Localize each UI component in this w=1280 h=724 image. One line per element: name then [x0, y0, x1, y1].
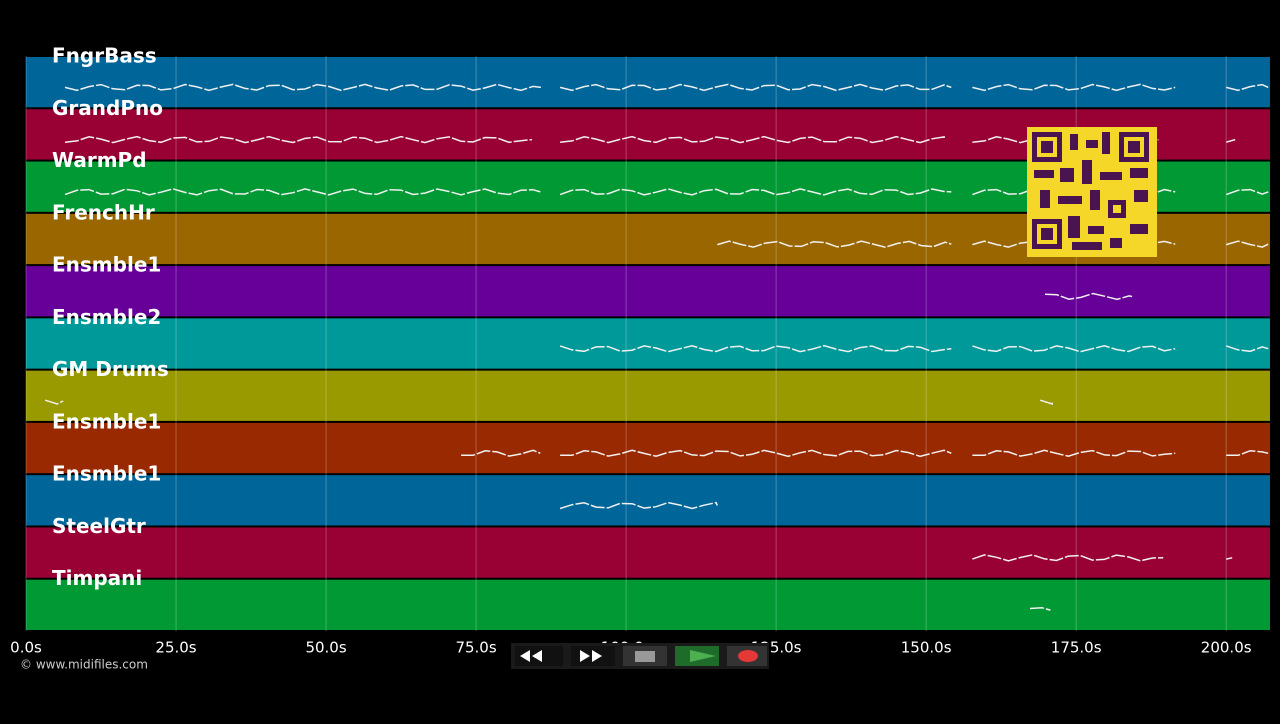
- x-tick-label: 50.0s: [305, 639, 346, 657]
- track-name: Ensmble1: [52, 462, 161, 486]
- x-tick-label: 150.0s: [901, 639, 952, 657]
- track-name: GrandPno: [52, 96, 163, 120]
- note-run: [972, 449, 1176, 457]
- note-run: [64, 83, 541, 92]
- track-name: SteelGtr: [52, 514, 146, 538]
- note-run: [64, 188, 541, 196]
- x-tick-label: 75.0s: [455, 639, 496, 657]
- x-tick-label: 200.0s: [1201, 639, 1252, 657]
- note-run: [559, 344, 952, 353]
- note-run: [1039, 399, 1053, 406]
- play-button[interactable]: [675, 646, 719, 666]
- note-run: [1029, 607, 1051, 611]
- note-run: [1225, 240, 1269, 248]
- note-run: [972, 345, 1176, 353]
- track-name: Ensmble1: [52, 253, 161, 277]
- note-run: [972, 554, 1164, 562]
- note-run: [560, 449, 952, 458]
- track-band: [26, 579, 1270, 630]
- track-name: WarmPd: [52, 148, 147, 172]
- track-band: [26, 422, 1270, 474]
- copyright: © www.midifiles.com: [20, 658, 148, 672]
- note-run: [1044, 292, 1133, 301]
- note-run: [717, 240, 952, 248]
- note-run: [560, 135, 945, 144]
- track-band: [26, 370, 1270, 421]
- note-run: [972, 83, 1176, 92]
- note-run: [559, 501, 718, 510]
- track-name: Ensmble1: [52, 409, 161, 433]
- track-name: FngrBass: [52, 44, 157, 68]
- qr-code: [1027, 127, 1157, 257]
- track-band: [26, 318, 1270, 369]
- fast-forward-button[interactable]: [571, 646, 615, 666]
- track-band: [26, 527, 1270, 578]
- note-run: [559, 188, 952, 196]
- track-name: Timpani: [52, 566, 142, 590]
- note-run: [1225, 345, 1269, 353]
- track-band: [26, 57, 1270, 108]
- note-run: [64, 135, 532, 144]
- track-name: FrenchHr: [52, 200, 155, 224]
- transport-bar: [511, 643, 769, 669]
- note-run: [44, 399, 64, 405]
- note-run: [1225, 188, 1269, 196]
- track-band: [26, 266, 1270, 317]
- note-run: [1226, 557, 1233, 560]
- note-run: [559, 83, 952, 92]
- x-tick-label: 25.0s: [155, 639, 196, 657]
- track-name: Ensmble2: [52, 305, 161, 329]
- x-tick-label: 0.0s: [10, 639, 42, 657]
- x-tick-label: 175.0s: [1051, 639, 1102, 657]
- track-band: [26, 475, 1270, 526]
- note-run: [1226, 83, 1269, 92]
- rewind-button[interactable]: [515, 646, 563, 666]
- note-run: [1225, 138, 1236, 143]
- note-run: [461, 449, 541, 457]
- track-name: GM Drums: [52, 357, 169, 381]
- stop-button[interactable]: [623, 646, 667, 666]
- note-run: [1226, 450, 1269, 457]
- record-button[interactable]: [727, 646, 767, 666]
